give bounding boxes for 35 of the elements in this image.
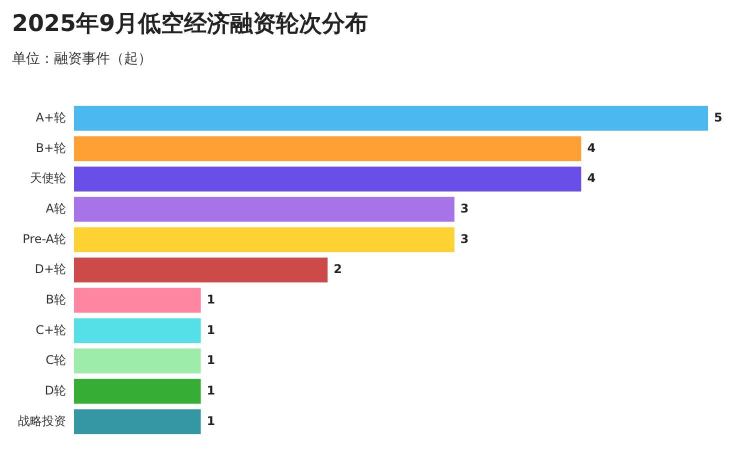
data-label: 1 — [206, 292, 216, 306]
bar — [74, 166, 582, 192]
y-tick-label: A轮 — [46, 201, 66, 216]
bar — [74, 318, 201, 344]
bar — [74, 196, 454, 222]
y-tick-label: B轮 — [46, 292, 66, 306]
y-tick-label: B+轮 — [36, 140, 66, 155]
data-label: 2 — [334, 262, 342, 276]
bar — [74, 348, 201, 374]
bar — [74, 409, 201, 434]
chart-subtitle: 单位：融资事件（起） — [12, 50, 152, 68]
data-label: 4 — [587, 171, 596, 186]
data-label: 1 — [206, 322, 216, 337]
data-label: 4 — [587, 140, 596, 155]
bar — [74, 136, 582, 162]
bar — [74, 227, 454, 252]
data-label: 3 — [460, 201, 469, 216]
data-label: 1 — [206, 353, 216, 368]
bar — [74, 288, 201, 313]
data-label: 5 — [714, 110, 722, 124]
y-tick-label: C轮 — [46, 353, 66, 368]
y-tick-label: 战略投资 — [18, 414, 66, 428]
y-tick-label: Pre-A轮 — [22, 232, 66, 246]
bar — [74, 106, 708, 131]
bar — [74, 258, 328, 282]
y-tick-label: 天使轮 — [30, 171, 66, 186]
data-label: 1 — [206, 383, 216, 398]
chart-title: 2025年9月低空经济融资轮次分布 — [12, 10, 368, 39]
y-tick-label: A+轮 — [36, 110, 66, 124]
y-tick-label: D+轮 — [34, 262, 66, 276]
data-label: 1 — [206, 414, 216, 428]
bar — [74, 378, 201, 404]
data-label: 3 — [460, 232, 469, 246]
y-tick-label: D轮 — [44, 383, 66, 398]
y-tick-label: C+轮 — [36, 322, 66, 337]
